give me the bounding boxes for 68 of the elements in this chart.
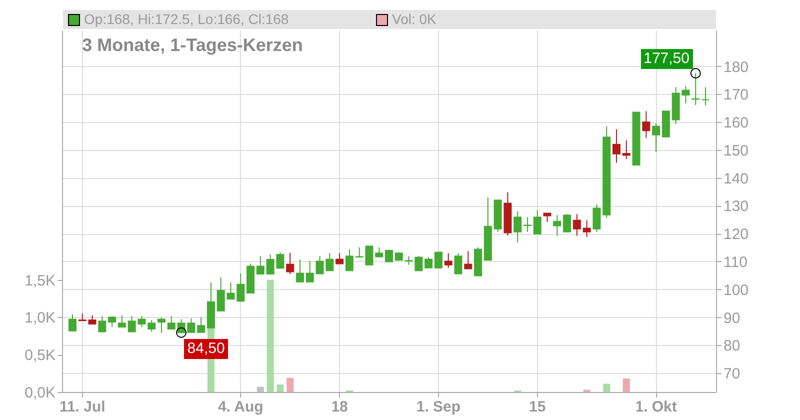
y2-tick-label: 1,5K xyxy=(24,272,56,290)
y2-tick-label: 0,0K xyxy=(24,384,56,402)
text: Op:168, Hi:172.5, Lo:166, Cl:168 xyxy=(84,11,289,27)
x-tick-label: 4. Aug xyxy=(218,398,264,416)
y-tick-label: 180 xyxy=(724,58,749,76)
candlestick xyxy=(424,256,433,268)
candlestick xyxy=(533,210,542,234)
data-label: 84,50 xyxy=(184,338,228,359)
candlestick xyxy=(336,252,344,264)
y-tick-label: 100 xyxy=(724,282,749,299)
candlestick xyxy=(444,252,452,268)
candlestick xyxy=(148,320,156,332)
candlestick xyxy=(563,214,572,232)
candlestick xyxy=(652,122,660,152)
candlestick xyxy=(306,260,314,282)
y-tick-label: 70 xyxy=(724,366,740,383)
candlestick xyxy=(375,246,384,258)
candlestick xyxy=(454,252,462,274)
chart-title: 3 Monate, 1-Tages-Kerzen xyxy=(82,35,303,55)
bar xyxy=(276,384,284,392)
candlestick xyxy=(345,248,354,272)
x-tick-label: 18 xyxy=(331,398,348,416)
data-label: 177,50 xyxy=(640,49,692,70)
y-tick-label: 120 xyxy=(724,226,749,244)
candlestick xyxy=(197,316,206,333)
candlestick xyxy=(612,128,620,164)
bar xyxy=(286,378,294,392)
x-tick-label: 15 xyxy=(529,398,546,416)
candlestick xyxy=(385,250,393,262)
x-tick-label: 1. Okt xyxy=(635,398,677,416)
candlestick xyxy=(236,272,245,302)
candlestick xyxy=(464,250,472,270)
candlestick xyxy=(108,316,116,328)
candlestick xyxy=(256,256,264,275)
candlestick xyxy=(68,314,76,332)
candlestick xyxy=(553,214,562,236)
bar xyxy=(256,386,264,392)
candlestick xyxy=(582,220,591,238)
candlestick xyxy=(523,216,532,232)
bar xyxy=(622,378,630,392)
text: Vol: 0K xyxy=(392,11,436,27)
bar xyxy=(603,384,610,392)
candlestick xyxy=(286,252,294,275)
x-tick-label: 1. Sep xyxy=(416,398,461,416)
bar xyxy=(266,280,274,392)
candlestick xyxy=(592,204,601,232)
y-tick-label: 170 xyxy=(724,86,749,104)
candlestick xyxy=(622,140,630,160)
candlestick xyxy=(118,314,126,328)
candlestick xyxy=(642,110,650,138)
y-tick-label: 140 xyxy=(724,170,749,188)
y-tick-label: 110 xyxy=(724,254,748,271)
candlestick xyxy=(158,317,166,334)
candlestick xyxy=(98,316,106,332)
y-tick-label: 150 xyxy=(724,142,749,160)
candlestick xyxy=(702,86,710,106)
y-tick-label: 80 xyxy=(724,338,740,355)
x-tick-label: 11. Jul xyxy=(59,398,106,416)
candlestick xyxy=(572,214,581,236)
y2-tick-label: 0,5K xyxy=(24,347,56,364)
candlestick xyxy=(167,316,176,330)
candlestick xyxy=(434,252,442,268)
y-tick-label: 90 xyxy=(724,310,740,327)
y-tick-label: 130 xyxy=(724,198,749,216)
y-tick-label: 160 xyxy=(724,114,749,132)
candlestick xyxy=(296,259,304,282)
candlestick xyxy=(514,210,522,244)
y2-tick-label: 1,0K xyxy=(24,310,56,327)
